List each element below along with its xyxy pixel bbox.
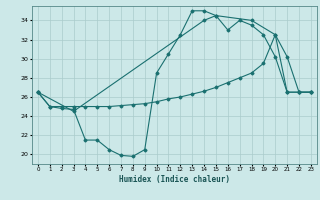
X-axis label: Humidex (Indice chaleur): Humidex (Indice chaleur)	[119, 175, 230, 184]
